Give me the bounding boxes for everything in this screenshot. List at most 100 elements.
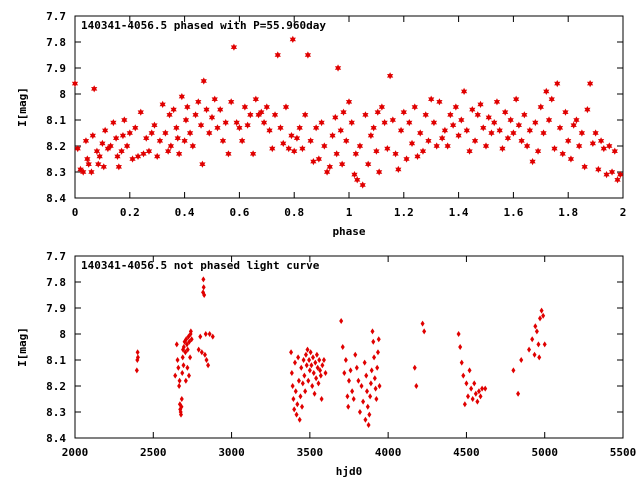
data-point [154,152,161,160]
data-point [420,320,425,327]
plot-title: 140341-4056.5 phased with P=55.960day [81,19,326,32]
data-point [313,124,320,132]
data-point [225,150,232,158]
data-point [347,377,351,384]
data-point [474,111,481,119]
data-point [482,142,490,150]
data-point [159,100,166,108]
data-point [461,372,466,379]
y-axis-label: I[mag] [16,327,29,367]
data-point [293,134,301,142]
data-point [542,341,547,348]
data-point [162,129,169,137]
data-point [447,111,454,119]
data-point [470,396,475,402]
data-point [199,160,206,168]
data-point [467,367,472,374]
data-point [82,137,90,145]
data-point [515,121,522,129]
data-point [318,119,325,127]
data-point [532,119,539,127]
data-point [311,370,316,376]
data-point [306,377,311,384]
data-point [296,377,301,384]
data-point [372,354,377,361]
data-point [519,357,524,363]
data-point [408,139,416,147]
data-point [366,422,371,428]
data-point [386,72,394,80]
data-point [592,129,599,137]
x-tick-label: 5000 [531,446,558,459]
data-point [608,168,616,176]
data-point [71,80,79,88]
data-point [217,106,224,114]
data-point [406,119,413,127]
data-point [346,403,351,410]
data-point [219,137,227,145]
data-point [403,155,410,163]
data-point [228,98,235,106]
y-tick-label: 8.1 [46,354,66,367]
data-point [179,396,184,402]
data-point [199,349,204,356]
data-point [175,357,180,363]
data-point [309,362,314,369]
data-point [460,87,468,95]
data-point [201,276,206,283]
data-point [397,126,405,134]
data-point [463,126,470,134]
data-point [333,150,340,158]
data-point [530,336,535,343]
data-point [368,380,373,387]
data-point [422,111,429,119]
data-point [102,126,109,134]
data-point [269,145,276,153]
data-point [184,341,189,348]
x-tick-label: 2 [620,206,627,219]
data-point [314,351,319,358]
data-point [173,372,178,379]
data-point [192,111,199,119]
data-point [115,163,122,171]
data-point [465,393,470,400]
data-point [266,126,273,134]
data-point [419,147,427,155]
data-point [477,100,484,108]
data-point [202,351,207,358]
data-point [249,150,257,158]
data-point [222,119,229,127]
plot-frame [74,255,624,439]
x-tick-label: 0.6 [229,206,249,219]
data-point [480,385,485,392]
data-point [210,333,215,340]
x-tick-label: 4000 [375,446,402,459]
data-point [85,160,92,168]
data-point [433,142,440,150]
data-point [469,106,476,114]
data-point [182,116,190,124]
data-point [373,385,378,392]
data-point [298,393,303,400]
data-point [200,77,207,85]
data-point [166,111,173,119]
data-point [178,411,183,418]
data-point [340,344,345,350]
data-point [280,139,287,147]
data-point [414,383,419,389]
data-point [310,383,315,389]
data-point [289,35,296,43]
data-point [177,383,182,389]
data-point [317,357,322,363]
data-point [295,401,300,408]
data-point [534,328,539,335]
data-point [74,145,81,153]
data-point [99,139,106,147]
data-point [581,163,588,171]
data-point [452,103,459,111]
data-point [364,372,369,379]
data-point [354,364,359,371]
data-point [365,403,370,410]
x-tick-label: 3000 [218,446,245,459]
